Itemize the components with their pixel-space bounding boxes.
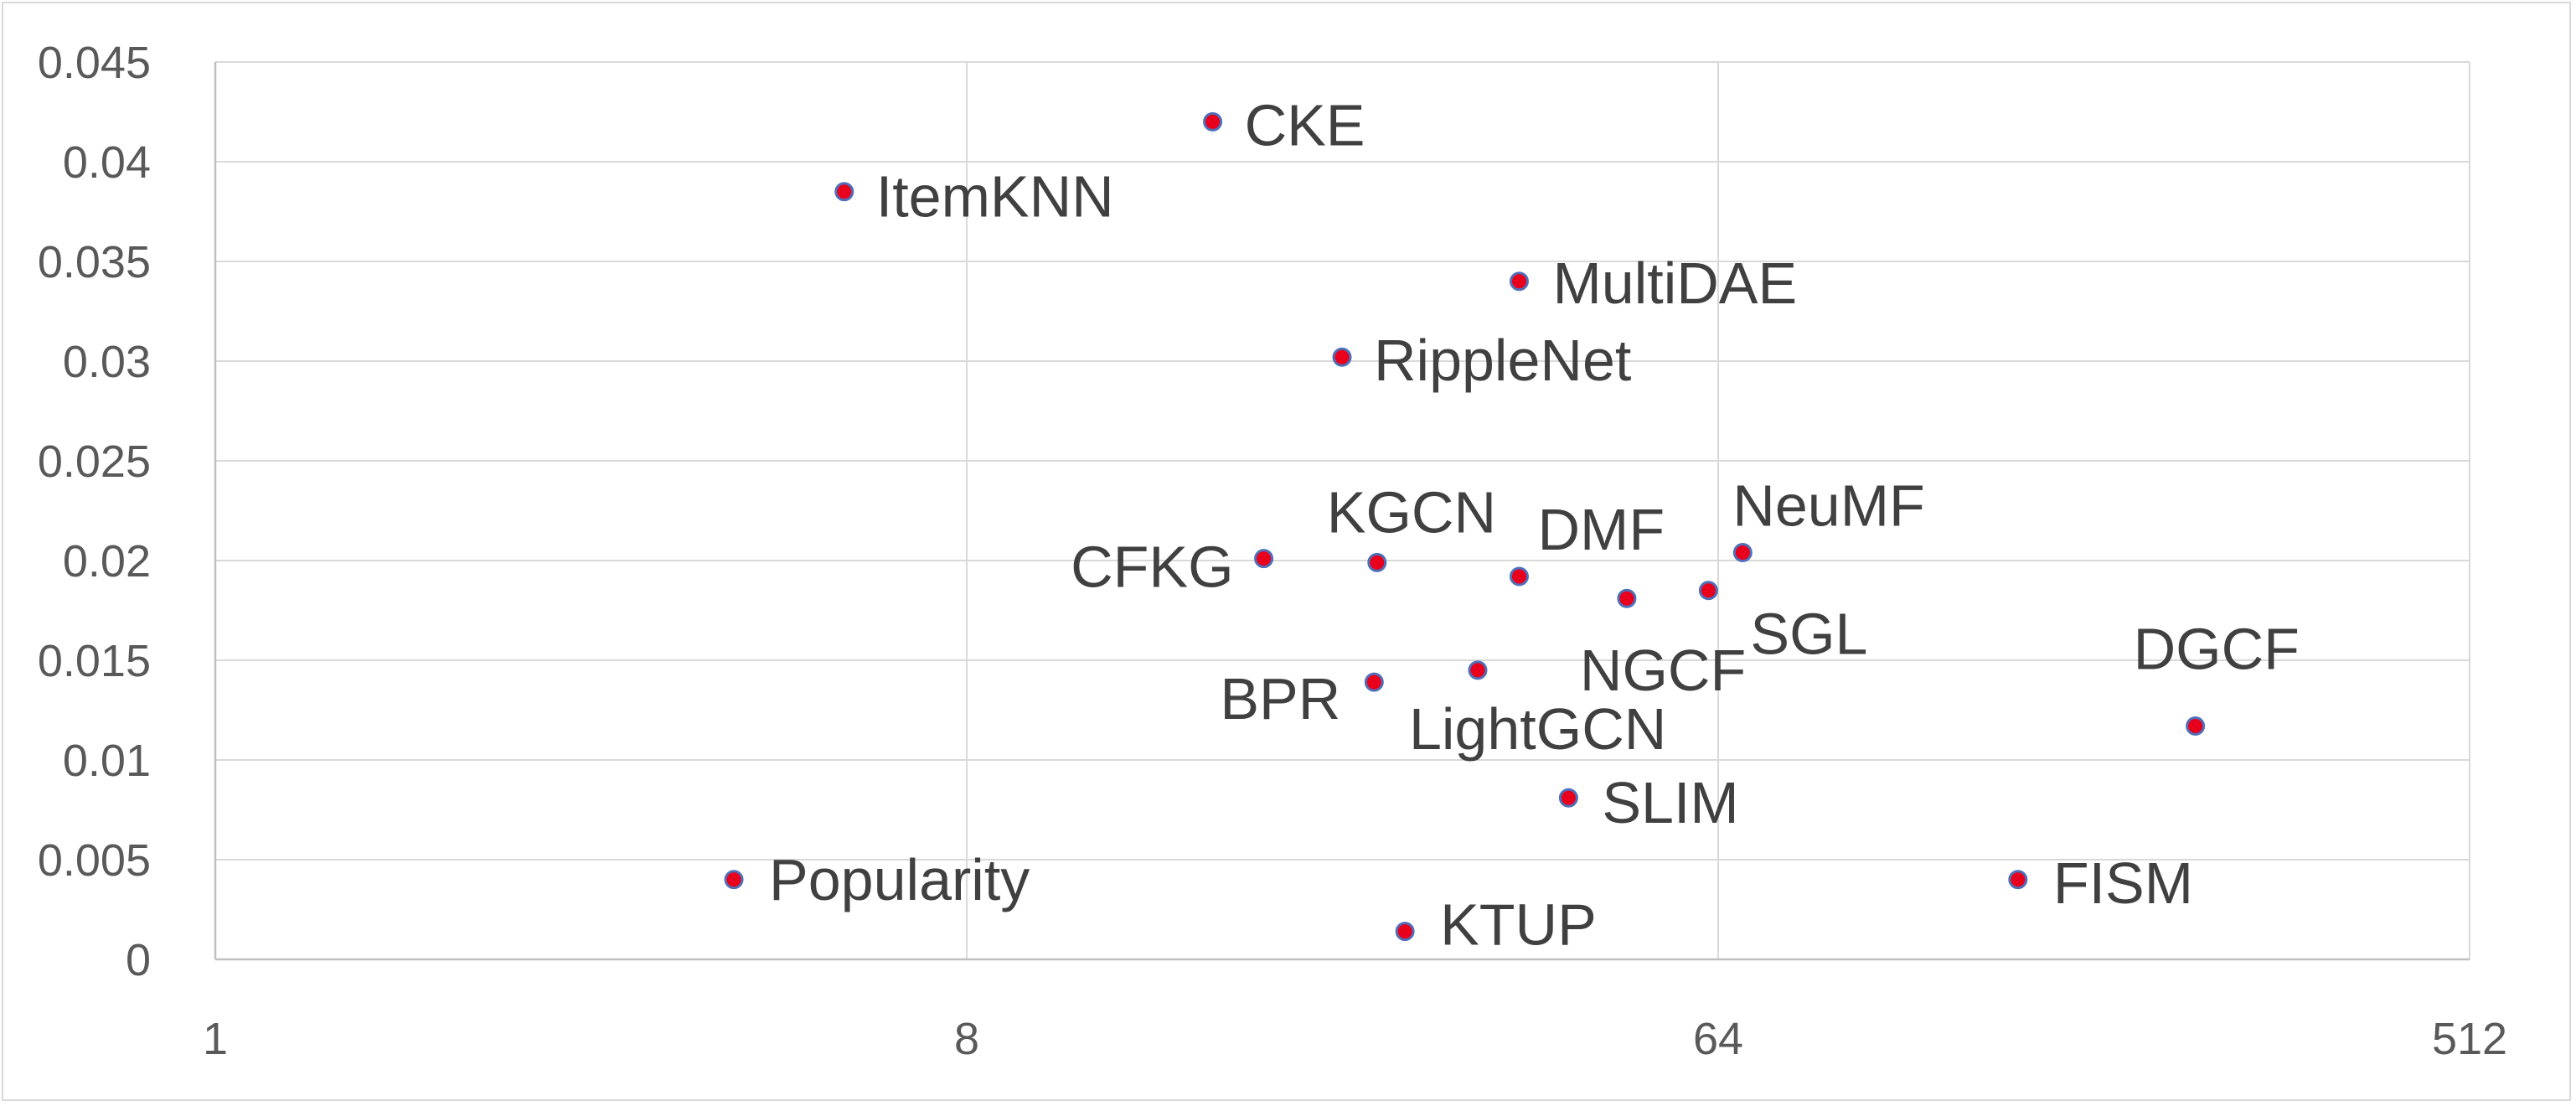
- scatter-point: [1509, 271, 1529, 292]
- scatter-point: [1617, 588, 1637, 608]
- tick-labels: 0 0.005 0.01 0.015 0.02 0.025 0.03 0.035 0.04 0.0…: [38, 38, 2507, 1064]
- scatter-point: [1558, 788, 1578, 808]
- y-tick-label: 0.015: [38, 636, 151, 686]
- scatter-point: [1203, 111, 1223, 132]
- scatter-point: [1732, 542, 1753, 562]
- point-label: LightGCN: [1409, 696, 1666, 762]
- point-label: FISM: [2053, 850, 2193, 916]
- y-tick-label: 0: [126, 935, 151, 985]
- point-label: CKE: [1245, 92, 1365, 158]
- scatter-point: [2186, 716, 2206, 736]
- point-labels: Popularity ItemKNN CKE CFKG RippleNet KGCN BPR…: [769, 92, 2300, 957]
- point-label: DGCF: [2134, 617, 2300, 682]
- point-label: NGCF: [1580, 638, 1746, 703]
- scatter-point: [1698, 581, 1718, 601]
- scatter-point: [1509, 566, 1529, 587]
- point-label: SLIM: [1602, 770, 1738, 835]
- scatter-point: [1395, 922, 1415, 942]
- point-label: KGCN: [1327, 479, 1496, 545]
- y-tick-label: 0.02: [63, 536, 151, 587]
- point-label: KTUP: [1440, 892, 1597, 958]
- scatter-point: [1468, 660, 1488, 680]
- point-label: RippleNet: [1374, 328, 1631, 393]
- y-tick-label: 0.005: [38, 835, 151, 886]
- y-tick-label: 0.04: [63, 137, 151, 188]
- scatter-point: [1367, 552, 1387, 572]
- x-tick-label: 64: [1693, 1014, 1743, 1064]
- data-points: [724, 111, 2206, 942]
- x-tick-label: 512: [2432, 1014, 2507, 1064]
- x-tick-label: 1: [203, 1014, 228, 1064]
- scatter-point: [834, 182, 854, 202]
- gridlines: [215, 61, 2470, 959]
- scatter-point: [724, 870, 744, 890]
- point-label: DMF: [1537, 497, 1665, 562]
- scatter-point: [2008, 870, 2028, 890]
- scatter-point: [1254, 549, 1274, 569]
- axes: [214, 62, 2470, 961]
- point-label: Popularity: [769, 847, 1030, 912]
- point-label: CFKG: [1071, 535, 1233, 600]
- scatter-point: [1364, 672, 1384, 692]
- point-label: MultiDAE: [1552, 251, 1797, 316]
- y-tick-label: 0.025: [38, 437, 151, 487]
- x-tick-label: 8: [954, 1014, 979, 1064]
- y-tick-label: 0.045: [38, 38, 151, 88]
- y-tick-label: 0.035: [38, 237, 151, 287]
- point-label: SGL: [1750, 602, 1867, 667]
- scatter-point: [1332, 347, 1352, 367]
- point-label: BPR: [1220, 666, 1340, 731]
- y-tick-label: 0.03: [63, 337, 151, 387]
- point-label: ItemKNN: [876, 164, 1114, 230]
- point-label: NeuMF: [1732, 473, 1924, 538]
- y-tick-label: 0.01: [63, 736, 151, 786]
